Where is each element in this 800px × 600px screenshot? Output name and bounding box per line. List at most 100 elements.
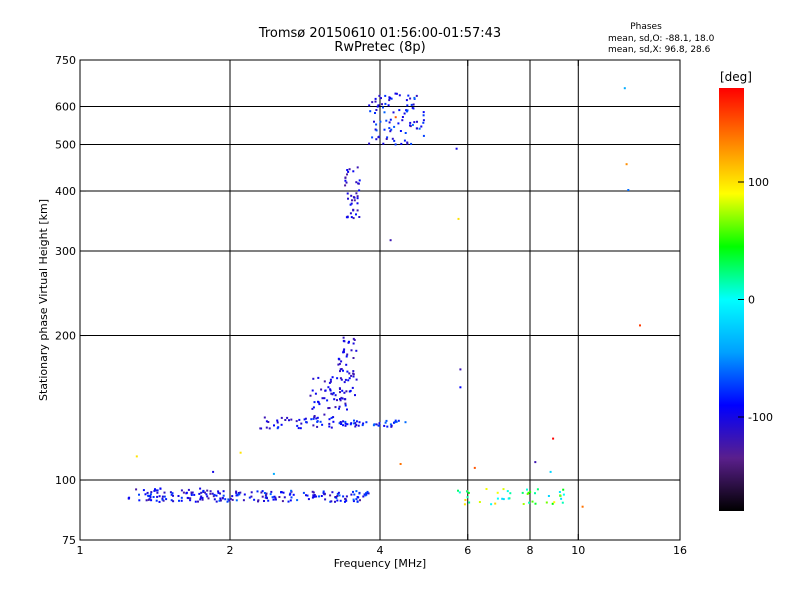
data-point (318, 495, 320, 498)
data-point (373, 120, 375, 123)
data-point (355, 424, 358, 426)
data-point (393, 125, 396, 128)
data-point (385, 119, 388, 122)
data-point (358, 179, 361, 182)
data-point (347, 379, 350, 382)
data-point (334, 406, 337, 409)
data-point (331, 491, 334, 494)
data-point (274, 498, 277, 501)
data-point (399, 463, 402, 465)
data-point (545, 501, 548, 504)
data-point (227, 498, 230, 501)
data-point (355, 213, 357, 216)
data-point (340, 360, 343, 363)
data-point (265, 420, 268, 423)
data-point (351, 199, 353, 202)
data-point (330, 416, 333, 419)
data-point (365, 492, 368, 495)
data-point (206, 495, 209, 498)
data-point (337, 491, 340, 494)
data-point (387, 104, 390, 107)
data-point (138, 493, 140, 496)
data-point (177, 495, 180, 497)
data-point (287, 500, 290, 503)
x-axis-label: Frequency [MHz] (334, 557, 426, 570)
data-point (236, 493, 239, 496)
data-point (180, 499, 183, 502)
data-point (411, 106, 414, 109)
data-point (182, 491, 185, 494)
data-point (355, 498, 358, 501)
data-point (248, 496, 251, 499)
data-point (534, 502, 537, 505)
data-point (165, 498, 168, 501)
data-point (213, 493, 216, 496)
data-point (353, 199, 356, 202)
data-point (170, 493, 173, 496)
data-point (257, 499, 260, 502)
data-point (336, 495, 339, 497)
data-point (560, 497, 563, 500)
data-point (263, 416, 266, 419)
x-tick-label: 6 (464, 544, 471, 557)
data-point (534, 492, 536, 495)
data-point (334, 496, 337, 498)
data-point (340, 423, 342, 425)
data-point (338, 407, 340, 410)
data-point (310, 418, 313, 421)
data-point (315, 495, 318, 498)
data-point (381, 103, 383, 106)
data-point (552, 437, 555, 440)
data-point (156, 495, 159, 498)
data-point (345, 181, 348, 184)
data-point (327, 386, 330, 389)
data-point (399, 130, 402, 132)
data-point (377, 424, 380, 427)
data-point (328, 425, 331, 428)
data-point (490, 503, 493, 506)
data-point (215, 494, 218, 497)
data-point (342, 369, 344, 372)
data-point (339, 421, 342, 423)
data-point (217, 491, 220, 494)
data-point (561, 501, 564, 504)
data-point (390, 424, 393, 427)
data-point (330, 500, 333, 503)
data-point (243, 493, 246, 496)
data-point (558, 491, 561, 493)
data-point (348, 372, 351, 375)
data-point (355, 181, 358, 184)
data-point (358, 189, 361, 192)
data-point (418, 127, 421, 130)
data-point (365, 421, 368, 424)
data-point (352, 375, 355, 378)
data-point (207, 497, 210, 500)
data-point (344, 404, 347, 407)
data-point (355, 490, 358, 493)
data-point (344, 424, 347, 427)
data-point (350, 493, 353, 496)
data-point (328, 422, 331, 425)
data-point (342, 424, 344, 427)
data-point (384, 421, 387, 424)
data-point (280, 491, 283, 493)
data-point (526, 493, 529, 495)
data-point (355, 349, 358, 352)
data-point (228, 499, 231, 502)
data-point (468, 501, 471, 504)
data-point (345, 390, 348, 393)
data-point (358, 216, 361, 218)
data-point (155, 499, 158, 502)
y-tick-label: 100 (55, 474, 76, 487)
data-point (337, 363, 340, 366)
data-point (536, 488, 539, 491)
data-point (531, 500, 534, 503)
data-point (332, 420, 335, 423)
data-point (352, 209, 355, 212)
data-point (345, 355, 348, 358)
data-point (393, 421, 396, 424)
data-point (180, 489, 183, 492)
data-point (455, 147, 458, 150)
data-point (315, 417, 318, 420)
